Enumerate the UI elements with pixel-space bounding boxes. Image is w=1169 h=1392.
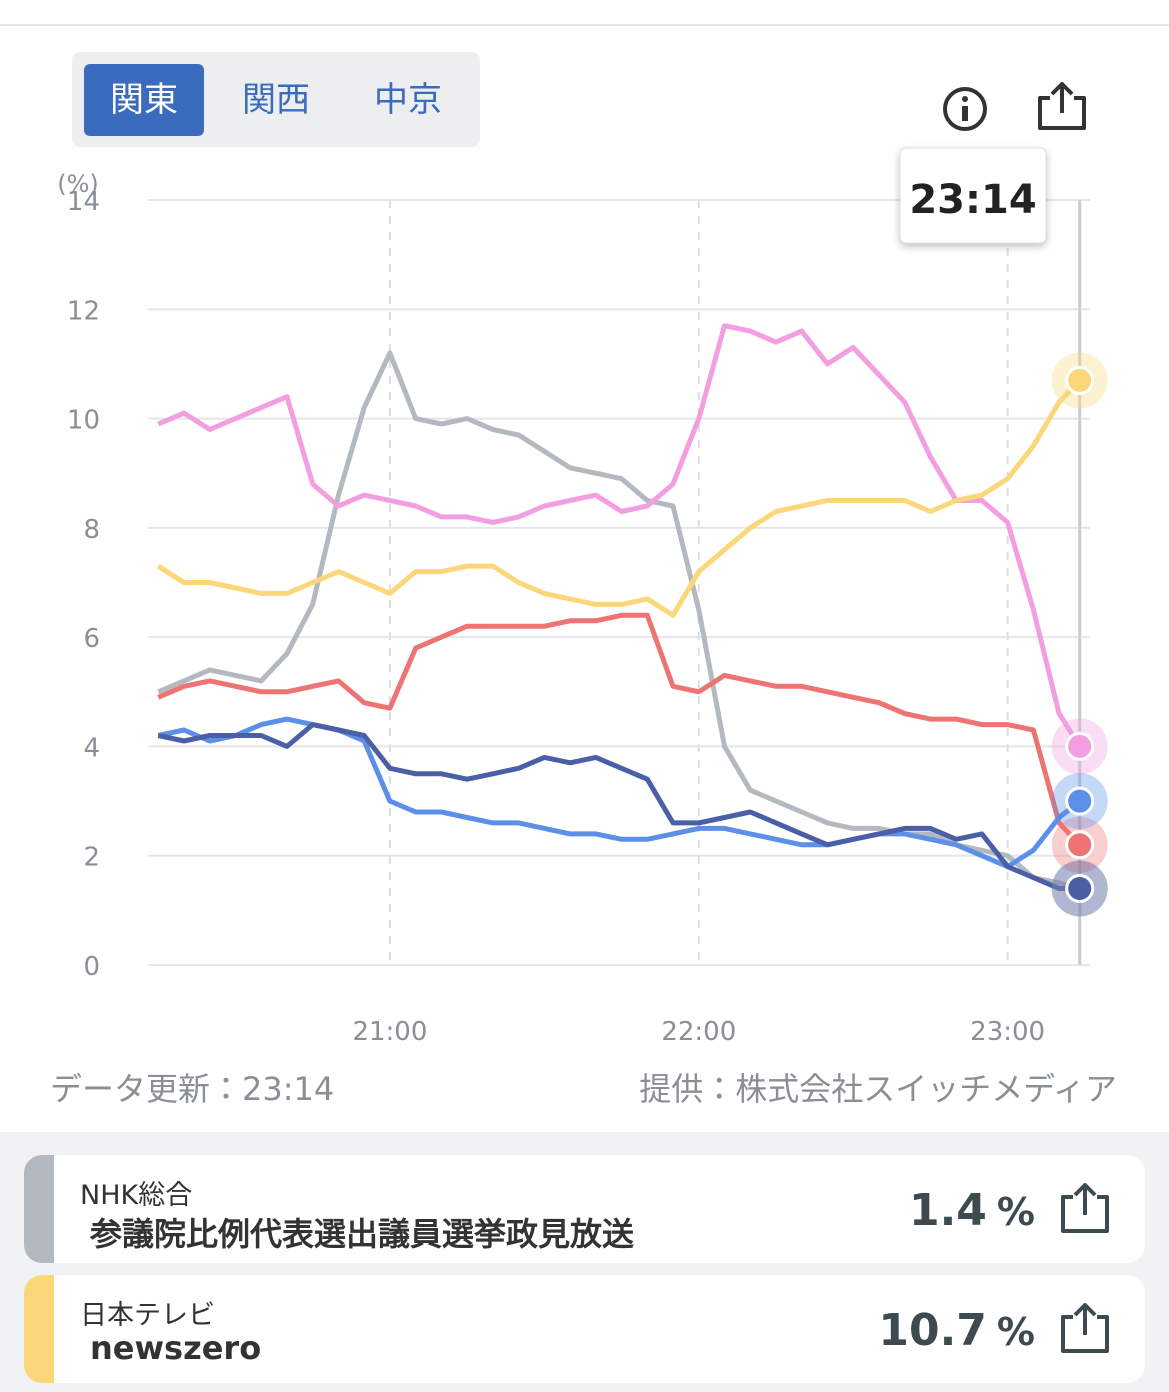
program-title: 参議院比例代表選出議員選挙政見放送 — [90, 1215, 635, 1253]
end-dot — [1065, 830, 1095, 860]
tooltip-box — [899, 147, 1047, 244]
series-line — [156, 378, 1082, 618]
x-tick-label: 21:00 — [352, 1017, 427, 1047]
y-tick-label: 14 — [67, 187, 100, 217]
tooltip: 23:14 — [899, 147, 1047, 244]
x-tick-label: 22:00 — [661, 1017, 736, 1047]
share-button[interactable] — [1059, 1183, 1111, 1239]
share-icon — [1061, 1183, 1109, 1233]
info-icon[interactable] — [943, 87, 987, 131]
provider: 提供：株式会社スイッチメディア — [639, 1070, 1117, 1108]
rating-unit: % — [996, 1190, 1035, 1234]
chart: (%) 0 2 4 6 8 10 12 14 21:00 22:00 23:00 23:14 — [57, 82, 1108, 1047]
channel-color — [24, 1155, 54, 1263]
rating-number: 10.7 — [878, 1305, 987, 1356]
y-tick-label: 12 — [67, 296, 100, 326]
region-tabs: 関東 関西 中京 — [72, 52, 480, 147]
y-tick-label: 10 — [67, 406, 100, 436]
y-tick-label: 6 — [83, 624, 100, 654]
rating-value: 10.7% — [878, 1305, 1035, 1356]
program-card[interactable]: NHK総合参議院比例代表選出議員選挙政見放送 1.4% — [24, 1155, 1145, 1263]
share-button[interactable] — [1059, 1303, 1111, 1359]
program-title: newszero — [90, 1329, 262, 1367]
tooltip-label: 23:14 — [909, 177, 1036, 223]
y-axis-unit: (%) — [57, 170, 99, 198]
share-icon — [1061, 1303, 1109, 1353]
rating-value: 1.4% — [909, 1185, 1035, 1236]
rating-number: 1.4 — [908, 1185, 987, 1236]
x-tick-label: 23:00 — [970, 1017, 1045, 1047]
series-line — [157, 722, 1080, 891]
update-time: データ更新：23:14 — [50, 1070, 335, 1108]
channel-name: 日本テレビ — [80, 1300, 215, 1331]
divider — [0, 24, 1169, 26]
channel-name: NHK総合 — [80, 1180, 193, 1211]
y-tick-label: 8 — [83, 515, 100, 545]
end-dot — [1065, 786, 1095, 816]
series-line — [157, 612, 1082, 847]
end-dot — [1065, 365, 1095, 395]
region-tab[interactable]: 関東 — [84, 64, 204, 136]
y-tick-label: 0 — [83, 952, 100, 982]
series-line — [157, 323, 1082, 748]
region-tab[interactable]: 中京 — [374, 80, 442, 120]
rating-unit: % — [996, 1310, 1035, 1354]
y-tick-label: 4 — [83, 733, 100, 763]
share-icon[interactable] — [1038, 82, 1086, 130]
end-dot — [1065, 731, 1095, 761]
program-card[interactable]: 日本テレビ newszero 10.7% — [24, 1275, 1145, 1383]
series-line — [157, 350, 1081, 891]
card-list: NHK総合参議院比例代表選出議員選挙政見放送 1.4% 日本テレビ newszero 1… — [0, 1132, 1169, 1392]
channel-color — [24, 1275, 54, 1383]
region-tab[interactable]: 関西 — [242, 80, 310, 120]
end-dot — [1065, 874, 1095, 903]
y-tick-label: 2 — [83, 843, 100, 873]
